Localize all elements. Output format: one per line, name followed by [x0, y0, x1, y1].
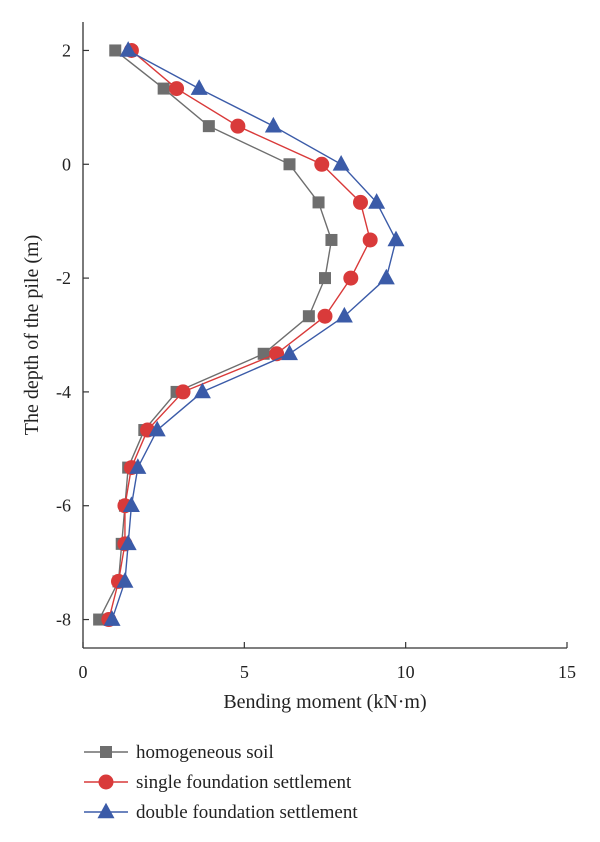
data-point-square [202, 120, 215, 133]
data-point-circle [317, 308, 333, 324]
y-tick-label: -4 [56, 382, 71, 402]
data-point-triangle [281, 344, 299, 361]
data-point-triangle [122, 496, 140, 513]
data-point-triangle [190, 79, 208, 95]
legend-marker-circle [98, 774, 114, 790]
data-point-triangle [193, 382, 211, 399]
data-point-square [109, 44, 122, 57]
x-tick-label: 10 [397, 662, 415, 682]
legend-marker-square [100, 746, 112, 758]
series-circle [101, 42, 378, 628]
data-point-triangle [387, 230, 405, 247]
data-point-square [312, 196, 325, 209]
data-point-square [325, 233, 338, 246]
data-point-triangle [368, 193, 386, 209]
data-point-circle [352, 194, 368, 210]
data-point-circle [314, 156, 330, 172]
data-point-triangle [335, 306, 353, 323]
data-point-circle [230, 118, 246, 134]
x-tick-label: 15 [558, 662, 576, 682]
data-point-circle [362, 232, 378, 248]
series-line [108, 49, 371, 620]
data-point-triangle [116, 572, 134, 588]
data-point-square [257, 347, 270, 360]
legend: homogeneous soil single foundation settle… [84, 742, 358, 823]
data-point-circle [169, 81, 185, 97]
series-triangle [103, 41, 405, 626]
series-line [111, 49, 397, 620]
plot-frame [82, 22, 567, 649]
data-point-triangle [129, 458, 147, 474]
legend-item: double foundation settlement [84, 802, 358, 823]
data-point-square [157, 82, 170, 95]
legend-item: homogeneous soil [84, 742, 274, 763]
data-point-triangle [148, 420, 166, 437]
x-tick-label: 0 [79, 662, 88, 682]
data-point-square [319, 272, 331, 285]
data-point-triangle [119, 41, 137, 57]
legend-label: double foundation settlement [136, 802, 358, 823]
y-tick-label: 0 [62, 154, 71, 174]
legend-item: single foundation settlement [84, 772, 352, 793]
y-tick-label: -8 [56, 610, 71, 630]
y-tick-label: -6 [56, 496, 71, 516]
series-line [98, 49, 333, 620]
series-layer [93, 41, 405, 628]
data-point-triangle [332, 154, 350, 171]
data-point-square [283, 158, 296, 171]
legend-label: homogeneous soil [136, 742, 274, 763]
y-tick-label: 2 [62, 40, 71, 60]
legend-marker-triangle [97, 802, 115, 819]
data-point-triangle [377, 268, 395, 285]
x-axis-ticks: 0 5 10 15 [79, 642, 576, 682]
y-axis-title: The depth of the pile (m) [21, 235, 43, 436]
data-point-square [302, 310, 315, 323]
x-axis-title: Bending moment (kN·m) [223, 691, 426, 713]
data-point-circle [175, 384, 191, 400]
y-axis-ticks: 2 0 -2 -4 -6 -8 [56, 40, 89, 630]
legend-label: single foundation settlement [136, 772, 352, 793]
data-point-triangle [119, 534, 137, 551]
data-point-circle [343, 270, 359, 286]
data-point-triangle [264, 116, 282, 133]
data-point-triangle [103, 610, 121, 626]
y-tick-label: -2 [56, 268, 71, 288]
x-tick-label: 5 [240, 662, 249, 682]
